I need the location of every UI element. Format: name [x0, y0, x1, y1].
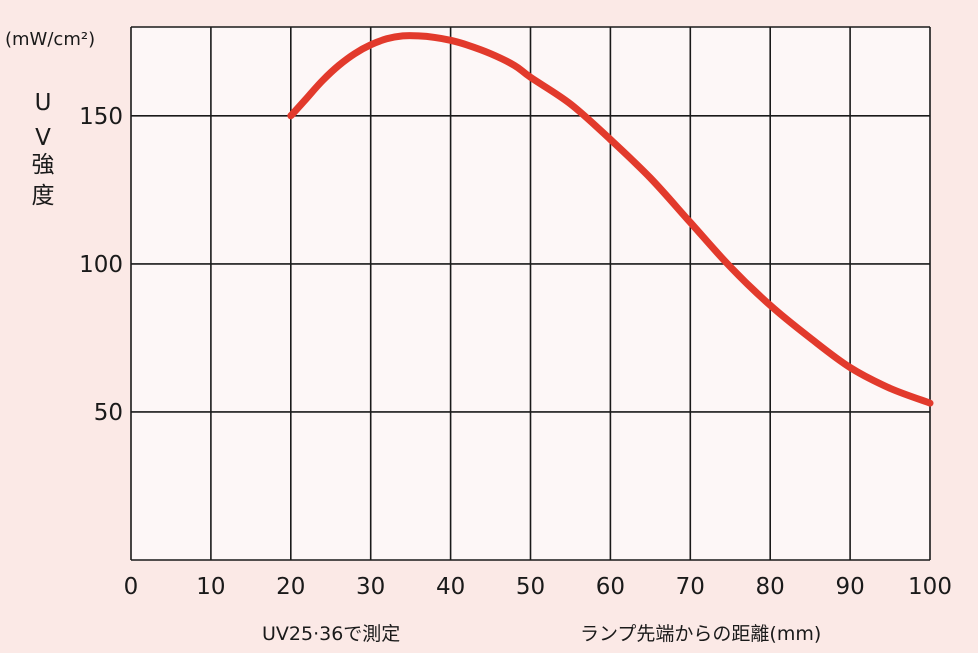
y-tick-label: 50	[94, 400, 123, 426]
x-tick-label: 100	[908, 574, 952, 600]
y-axis-unit: (mW/cm²)	[5, 29, 95, 50]
x-tick-label: 40	[436, 574, 465, 600]
x-tick-label: 90	[835, 574, 864, 600]
measurement-note: UV25·36で測定	[262, 623, 400, 645]
x-tick-label: 0	[124, 574, 139, 600]
series-line	[287, 32, 934, 407]
x-axis-label: ランプ先端からの距離(mm)	[580, 623, 821, 645]
x-tick-label: 60	[596, 574, 625, 600]
x-tick-label: 20	[276, 574, 305, 600]
x-tick-label: 80	[756, 574, 785, 600]
y-tick-label: 100	[79, 252, 123, 278]
y-axis-label-char: V	[35, 125, 51, 151]
x-tick-label: 10	[196, 574, 225, 600]
y-tick-label: 150	[79, 104, 123, 130]
x-tick-label: 50	[516, 574, 545, 600]
x-tick-label: 30	[356, 574, 385, 600]
x-tick-label: 70	[676, 574, 705, 600]
y-axis-label-char: 強	[32, 152, 55, 178]
y-axis-label-char: 度	[32, 183, 55, 209]
y-axis-label-char: U	[35, 90, 52, 116]
